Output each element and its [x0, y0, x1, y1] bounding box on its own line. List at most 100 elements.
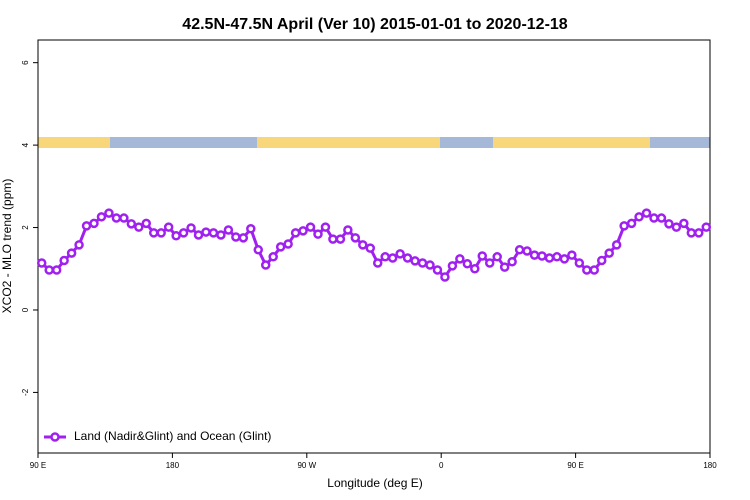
- land-ocean-strip: [38, 137, 710, 148]
- data-point: [268, 252, 278, 262]
- data-point: [380, 252, 390, 262]
- data-point: [544, 253, 555, 263]
- data-point: [447, 261, 458, 271]
- series-line: [40, 211, 708, 280]
- data-point: [604, 248, 614, 258]
- data-point: [320, 222, 331, 232]
- data-point: [537, 251, 547, 261]
- data-point: [679, 218, 689, 229]
- data-point: [559, 254, 570, 264]
- data-point: [104, 208, 114, 218]
- data-point: [582, 265, 592, 275]
- data-point: [260, 260, 271, 270]
- data-point: [567, 250, 577, 260]
- data-point: [477, 251, 488, 261]
- y-tick-label: 0: [21, 307, 30, 312]
- data-point: [216, 230, 226, 240]
- data-point: [694, 228, 704, 238]
- data-point: [432, 265, 443, 275]
- data-point: [402, 253, 413, 263]
- data-point: [246, 224, 256, 234]
- data-point: [641, 208, 652, 218]
- x-tick-label: 90 E: [30, 461, 46, 470]
- data-point: [596, 255, 607, 266]
- x-axis-label: Longitude (deg E): [327, 476, 422, 490]
- data-point: [51, 265, 62, 275]
- data-point: [171, 231, 181, 241]
- y-tick-label: -2: [21, 388, 30, 396]
- data-point: [275, 242, 286, 252]
- data-point: [283, 239, 293, 249]
- land-band: [38, 137, 110, 148]
- data-point: [253, 245, 264, 255]
- data-point: [574, 258, 585, 268]
- data-point: [656, 213, 667, 223]
- data-point: [365, 243, 376, 253]
- data-point: [156, 228, 166, 238]
- y-tick-label: 2: [21, 225, 30, 230]
- data-point: [89, 218, 99, 229]
- data-point: [36, 258, 47, 268]
- data-point: [470, 264, 480, 274]
- data-point: [372, 258, 383, 268]
- data-point: [81, 221, 92, 231]
- data-point: [350, 233, 361, 243]
- data-point: [619, 221, 629, 231]
- data-point: [119, 213, 129, 223]
- x-tick-label: 180: [703, 461, 717, 470]
- data-point: [186, 223, 196, 233]
- x-tick-label: 180: [166, 461, 180, 470]
- data-point: [514, 245, 525, 255]
- data-point: [238, 233, 249, 243]
- data-point: [335, 234, 346, 244]
- data-point: [522, 246, 532, 256]
- land-band: [257, 137, 440, 148]
- data-point: [96, 212, 107, 222]
- data-point: [686, 228, 697, 238]
- legend-label: Land (Nadir&Glint) and Ocean (Glint): [74, 429, 271, 443]
- data-point: [328, 234, 338, 244]
- x-tick-label: 0: [439, 461, 444, 470]
- data-point: [305, 222, 316, 232]
- data-point: [589, 265, 600, 275]
- data-point: [440, 272, 450, 282]
- data-point: [634, 212, 644, 222]
- data-point: [201, 227, 211, 237]
- data-point: [529, 250, 540, 260]
- data-point: [231, 232, 241, 242]
- data-point: [290, 228, 301, 238]
- data-point: [44, 265, 54, 275]
- data-point: [492, 252, 502, 262]
- data-point: [611, 240, 622, 250]
- data-point: [66, 248, 77, 258]
- data-point: [141, 218, 152, 229]
- data-point: [552, 252, 562, 262]
- y-tick-label: 6: [21, 60, 30, 65]
- data-point: [163, 222, 174, 232]
- data-point: [499, 262, 510, 272]
- data-point: [148, 228, 159, 238]
- data-point: [410, 256, 420, 266]
- data-point: [701, 222, 712, 232]
- legend-marker: [50, 432, 60, 442]
- data-point: [425, 260, 435, 270]
- data-point: [193, 230, 204, 240]
- data-point: [417, 258, 428, 268]
- data-point: [59, 255, 69, 266]
- chart-title: 42.5N-47.5N April (Ver 10) 2015-01-01 to…: [182, 16, 568, 33]
- data-point: [74, 240, 84, 250]
- data-point: [208, 228, 219, 238]
- plot-frame: [37, 39, 711, 454]
- data-point: [134, 222, 144, 232]
- x-tick-label: 90 W: [297, 461, 316, 470]
- y-axis-label: XCO2 - MLO trend (ppm): [0, 179, 14, 314]
- x-tick-label: 90 E: [567, 461, 583, 470]
- data-point: [484, 258, 495, 268]
- data-point: [126, 219, 137, 229]
- data-point: [358, 240, 368, 250]
- data-point: [626, 218, 637, 229]
- data-point: [664, 219, 674, 229]
- data-point: [649, 213, 659, 223]
- data-point: [178, 228, 189, 238]
